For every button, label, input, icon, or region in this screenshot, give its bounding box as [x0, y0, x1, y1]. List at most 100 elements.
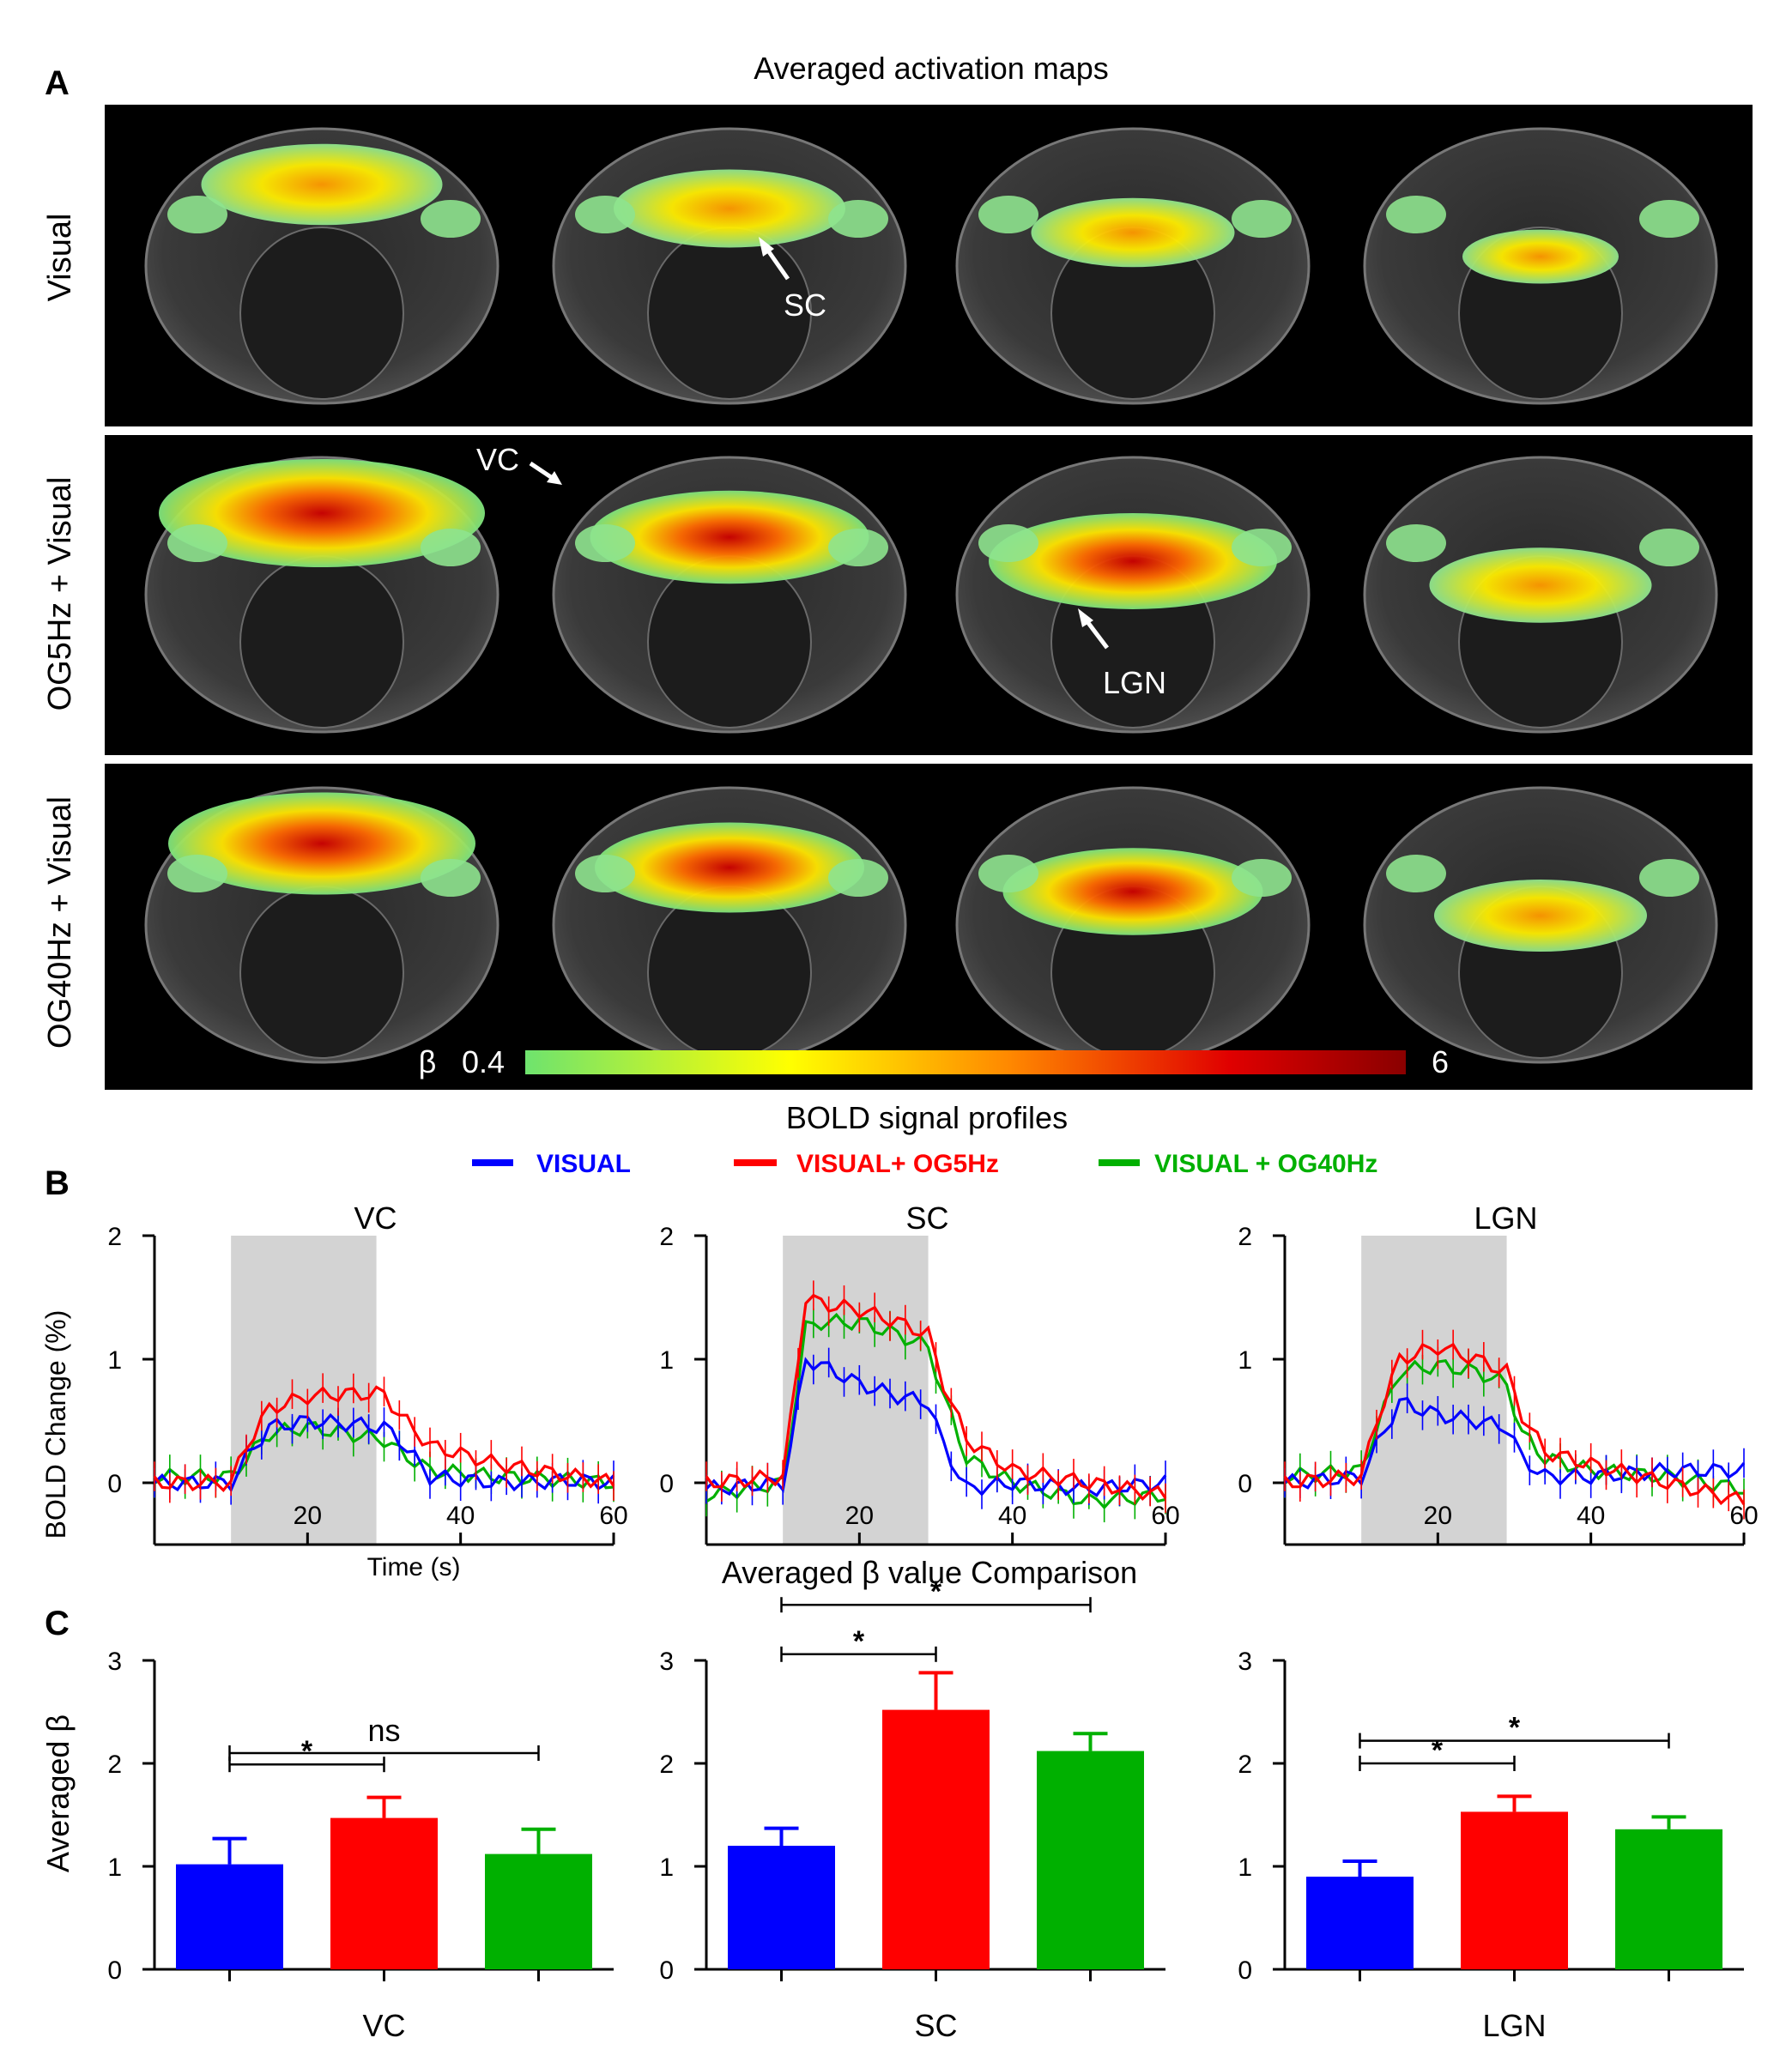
colorbar-symbol: β	[419, 1044, 437, 1079]
activation-blob	[989, 513, 1277, 609]
line-chart-vc: 0 1 2 20 40 60 VC	[107, 1200, 628, 1546]
brain-slice	[552, 456, 907, 734]
activation-blob	[978, 196, 1038, 233]
significance-label: *	[930, 1575, 942, 1608]
x-tick-label: 40	[1577, 1502, 1605, 1530]
series-line	[153, 1385, 615, 1492]
y-tick-label: 2	[1238, 1223, 1252, 1251]
activation-blob	[590, 490, 869, 584]
chart-title: VC	[354, 1200, 397, 1236]
significance-label: *	[1509, 1712, 1521, 1745]
bar-chart-lgn: 0 1 2 3 * * LGN	[1238, 1648, 1744, 2043]
stimulus-block	[231, 1236, 377, 1545]
vc-arrow-icon	[529, 461, 555, 481]
activation-blob	[421, 859, 481, 897]
activation-blob	[1462, 229, 1619, 284]
bar	[485, 1853, 592, 1969]
colorbar-gradient	[525, 1050, 1406, 1074]
legend-label-og5: VISUAL+ OG5Hz	[796, 1150, 999, 1178]
y-tick-label: 1	[1238, 1346, 1252, 1375]
activation-blob	[1639, 859, 1699, 897]
y-tick-label: 1	[1238, 1853, 1252, 1882]
brain-slice	[955, 127, 1311, 405]
activation-blob	[1429, 547, 1652, 623]
activation-blob	[595, 822, 864, 913]
maps-title: Averaged activation maps	[754, 51, 1109, 86]
activation-blob	[1232, 200, 1292, 238]
activation-blob	[1639, 200, 1699, 238]
beta-title: Averaged β value Comparison	[722, 1555, 1137, 1590]
annotation-lgn: LGN	[1078, 608, 1166, 700]
activation-blob	[1386, 196, 1446, 233]
brain-slice	[955, 786, 1311, 1064]
lgn-label: LGN	[1103, 665, 1166, 700]
brainstem	[239, 227, 404, 400]
chart-title: VC	[362, 2008, 405, 2043]
y-tick-label: 2	[659, 1751, 674, 1779]
panel-b-letter: B	[45, 1164, 70, 1202]
activation-blob	[614, 169, 845, 248]
brain-slice	[955, 456, 1311, 734]
colorbar-max-label: 6	[1432, 1044, 1449, 1079]
activation-blob	[421, 529, 481, 566]
y-tick-label: 0	[107, 1956, 122, 1985]
chart-title: LGN	[1482, 2008, 1546, 2043]
x-tick-label: 60	[599, 1502, 627, 1530]
significance-label: *	[301, 1735, 313, 1768]
brainstem	[239, 555, 404, 729]
y-tick-label: 1	[107, 1346, 122, 1375]
significance-label: *	[1432, 1734, 1444, 1767]
row-label-og5: OG5Hz + Visual	[42, 477, 78, 711]
y-tick-label: 1	[659, 1853, 674, 1882]
legend-label-visual: VISUAL	[536, 1150, 631, 1178]
x-tick-label: 20	[1424, 1502, 1452, 1530]
chart-title: SC	[914, 2008, 957, 2043]
vc-arrowhead-icon	[547, 471, 562, 485]
bar	[728, 1846, 835, 1969]
x-tick-label: 40	[446, 1502, 475, 1530]
bar	[330, 1817, 438, 1969]
colorbar: β 0.4 6	[419, 1044, 1449, 1079]
y-tick-label: 1	[107, 1853, 122, 1882]
activation-blob	[978, 524, 1038, 562]
bar	[882, 1709, 990, 1969]
activation-blob	[575, 196, 635, 233]
bar-chart-sc: 0 1 2 3 * * SC	[659, 1575, 1165, 2043]
colorbar-min-label: 0.4	[462, 1044, 505, 1079]
activation-blob	[421, 200, 481, 238]
brain-slice	[552, 786, 907, 1064]
brain-slice	[144, 786, 499, 1064]
activation-blob	[978, 855, 1038, 892]
y-tick-label: 2	[1238, 1751, 1252, 1779]
activation-blob	[167, 196, 227, 233]
row-label-visual: Visual	[42, 214, 78, 302]
panel-c-letter: C	[45, 1605, 70, 1642]
bold-xlabel: Time (s)	[367, 1553, 461, 1581]
brain-slice	[552, 127, 907, 405]
activation-blob	[1002, 848, 1263, 935]
panel-a-letter: A	[45, 64, 70, 102]
bar	[1461, 1811, 1568, 1969]
x-tick-label: 40	[998, 1502, 1026, 1530]
sc-arrowhead-icon	[759, 237, 774, 257]
x-tick-label: 20	[845, 1502, 874, 1530]
activation-blob	[828, 859, 888, 897]
activation-blob	[167, 524, 227, 562]
bold-ylabel: BOLD Change (%)	[40, 1310, 71, 1539]
bar	[1615, 1829, 1722, 1969]
activation-blob	[1639, 529, 1699, 566]
chart-title: LGN	[1474, 1200, 1537, 1236]
vc-label: VC	[476, 442, 519, 477]
activation-blob	[201, 143, 443, 226]
stimulus-block	[783, 1236, 929, 1545]
y-tick-label: 0	[659, 1956, 674, 1985]
bar	[176, 1864, 283, 1969]
y-tick-label: 0	[659, 1470, 674, 1498]
brain-slice	[144, 456, 499, 734]
bar	[1037, 1751, 1144, 1969]
y-tick-label: 0	[1238, 1956, 1252, 1985]
y-tick-label: 3	[107, 1648, 122, 1676]
